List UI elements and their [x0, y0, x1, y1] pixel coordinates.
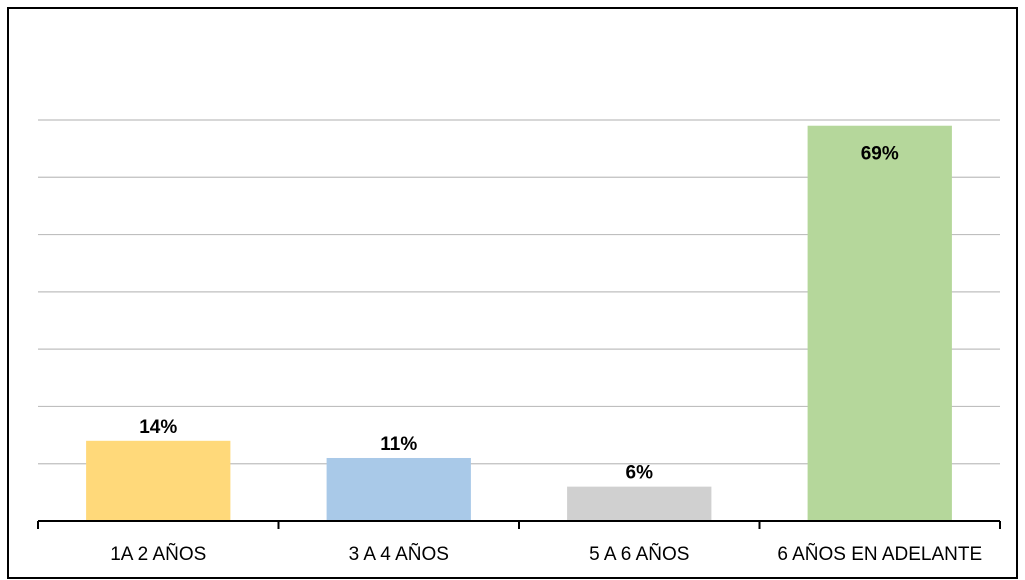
bars: [86, 125, 952, 521]
bar: [86, 440, 231, 521]
bar: [807, 125, 952, 521]
x-tick-label: 1A 2 AÑOS: [110, 543, 206, 565]
bar: [326, 457, 471, 521]
data-labels: 14% 11% 6% 69%: [139, 144, 899, 484]
x-tick-label: 3 A 4 AÑOS: [349, 543, 449, 565]
x-tick-label: 6 AÑOS EN ADELANTE: [777, 543, 982, 565]
data-label: 14%: [139, 417, 177, 438]
x-axis: [37, 520, 1001, 529]
data-label: 11%: [380, 434, 417, 455]
data-label: 69%: [861, 144, 899, 165]
x-tick-labels: 1A 2 AÑOS 3 A 4 AÑOS 5 A 6 AÑOS 6 AÑOS EN A…: [110, 543, 982, 565]
x-tick-label: 5 A 6 AÑOS: [589, 543, 689, 565]
bar: [567, 486, 712, 521]
data-label: 6%: [626, 463, 654, 484]
